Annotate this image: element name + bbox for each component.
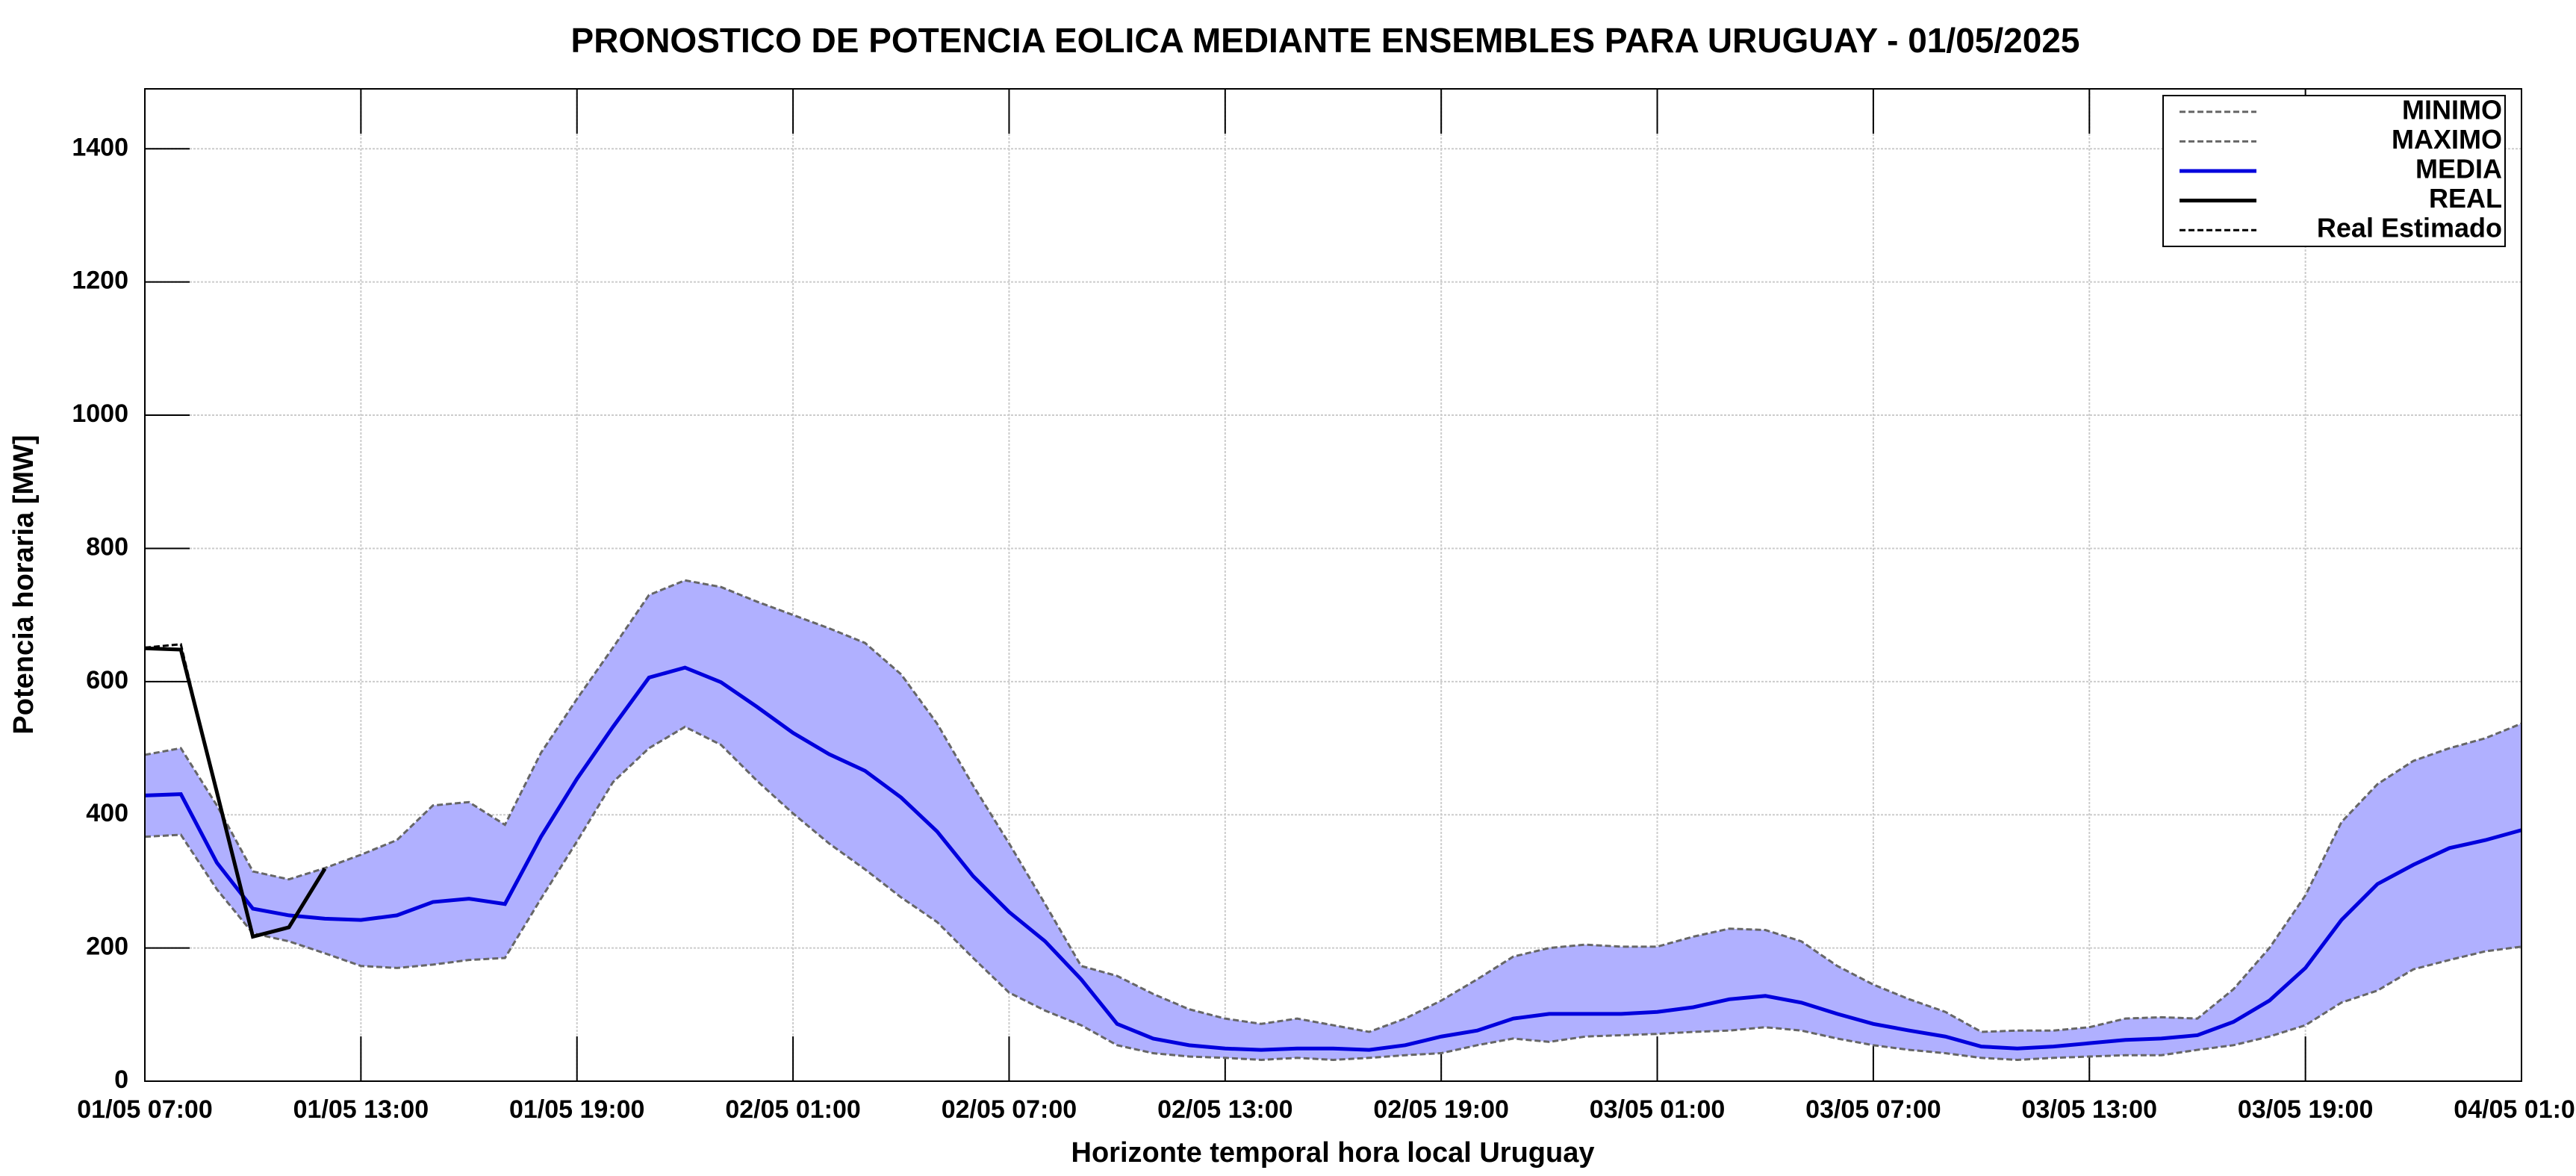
plot-frame [144,88,2522,1082]
legend-label: Real Estimado [2317,213,2502,243]
x-tick-label: 02/05 07:00 [942,1095,1077,1124]
y-axis-label: Potencia horaria [MW] [8,435,40,734]
x-tick-label: 03/05 13:00 [2022,1095,2158,1124]
x-tick-label: 02/05 01:00 [725,1095,861,1124]
series-line [144,579,2522,1033]
y-tick-label: 1200 [72,267,128,295]
legend-label: MINIMO [2402,94,2502,125]
series-line [144,725,2522,1061]
x-tick-label: 03/05 07:00 [1805,1095,1941,1124]
y-tick-label: 400 [86,799,128,827]
x-tick-label: 01/05 19:00 [509,1095,645,1124]
x-tick-label: 01/05 13:00 [293,1095,429,1124]
range-band [145,580,2521,1060]
x-tick-label: 01/05 07:00 [77,1095,213,1124]
x-tick-label: 03/05 19:00 [2238,1095,2374,1124]
y-tick-label: 0 [114,1065,128,1094]
y-tick-label: 200 [86,933,128,961]
y-tick-label: 800 [86,532,128,561]
legend-label: REAL [2429,183,2502,214]
x-tick-label: 04/05 01:00 [2454,1095,2576,1124]
y-tick-label: 1000 [72,399,128,428]
x-axis-label: Horizonte temporal hora local Uruguay [1071,1137,1595,1169]
chart-title: PRONOSTICO DE POTENCIA EOLICA MEDIANTE E… [571,21,2080,60]
x-tick-label: 02/05 19:00 [1373,1095,1509,1124]
y-tick-label: 600 [86,666,128,694]
legend-label: MAXIMO [2392,124,2502,155]
series-line [144,643,255,937]
series-line [144,665,2522,1052]
y-tick-label: 1400 [72,133,128,161]
x-tick-label: 03/05 01:00 [1590,1095,1726,1124]
x-tick-label: 02/05 13:00 [1157,1095,1293,1124]
legend-label: MEDIA [2415,154,2502,184]
